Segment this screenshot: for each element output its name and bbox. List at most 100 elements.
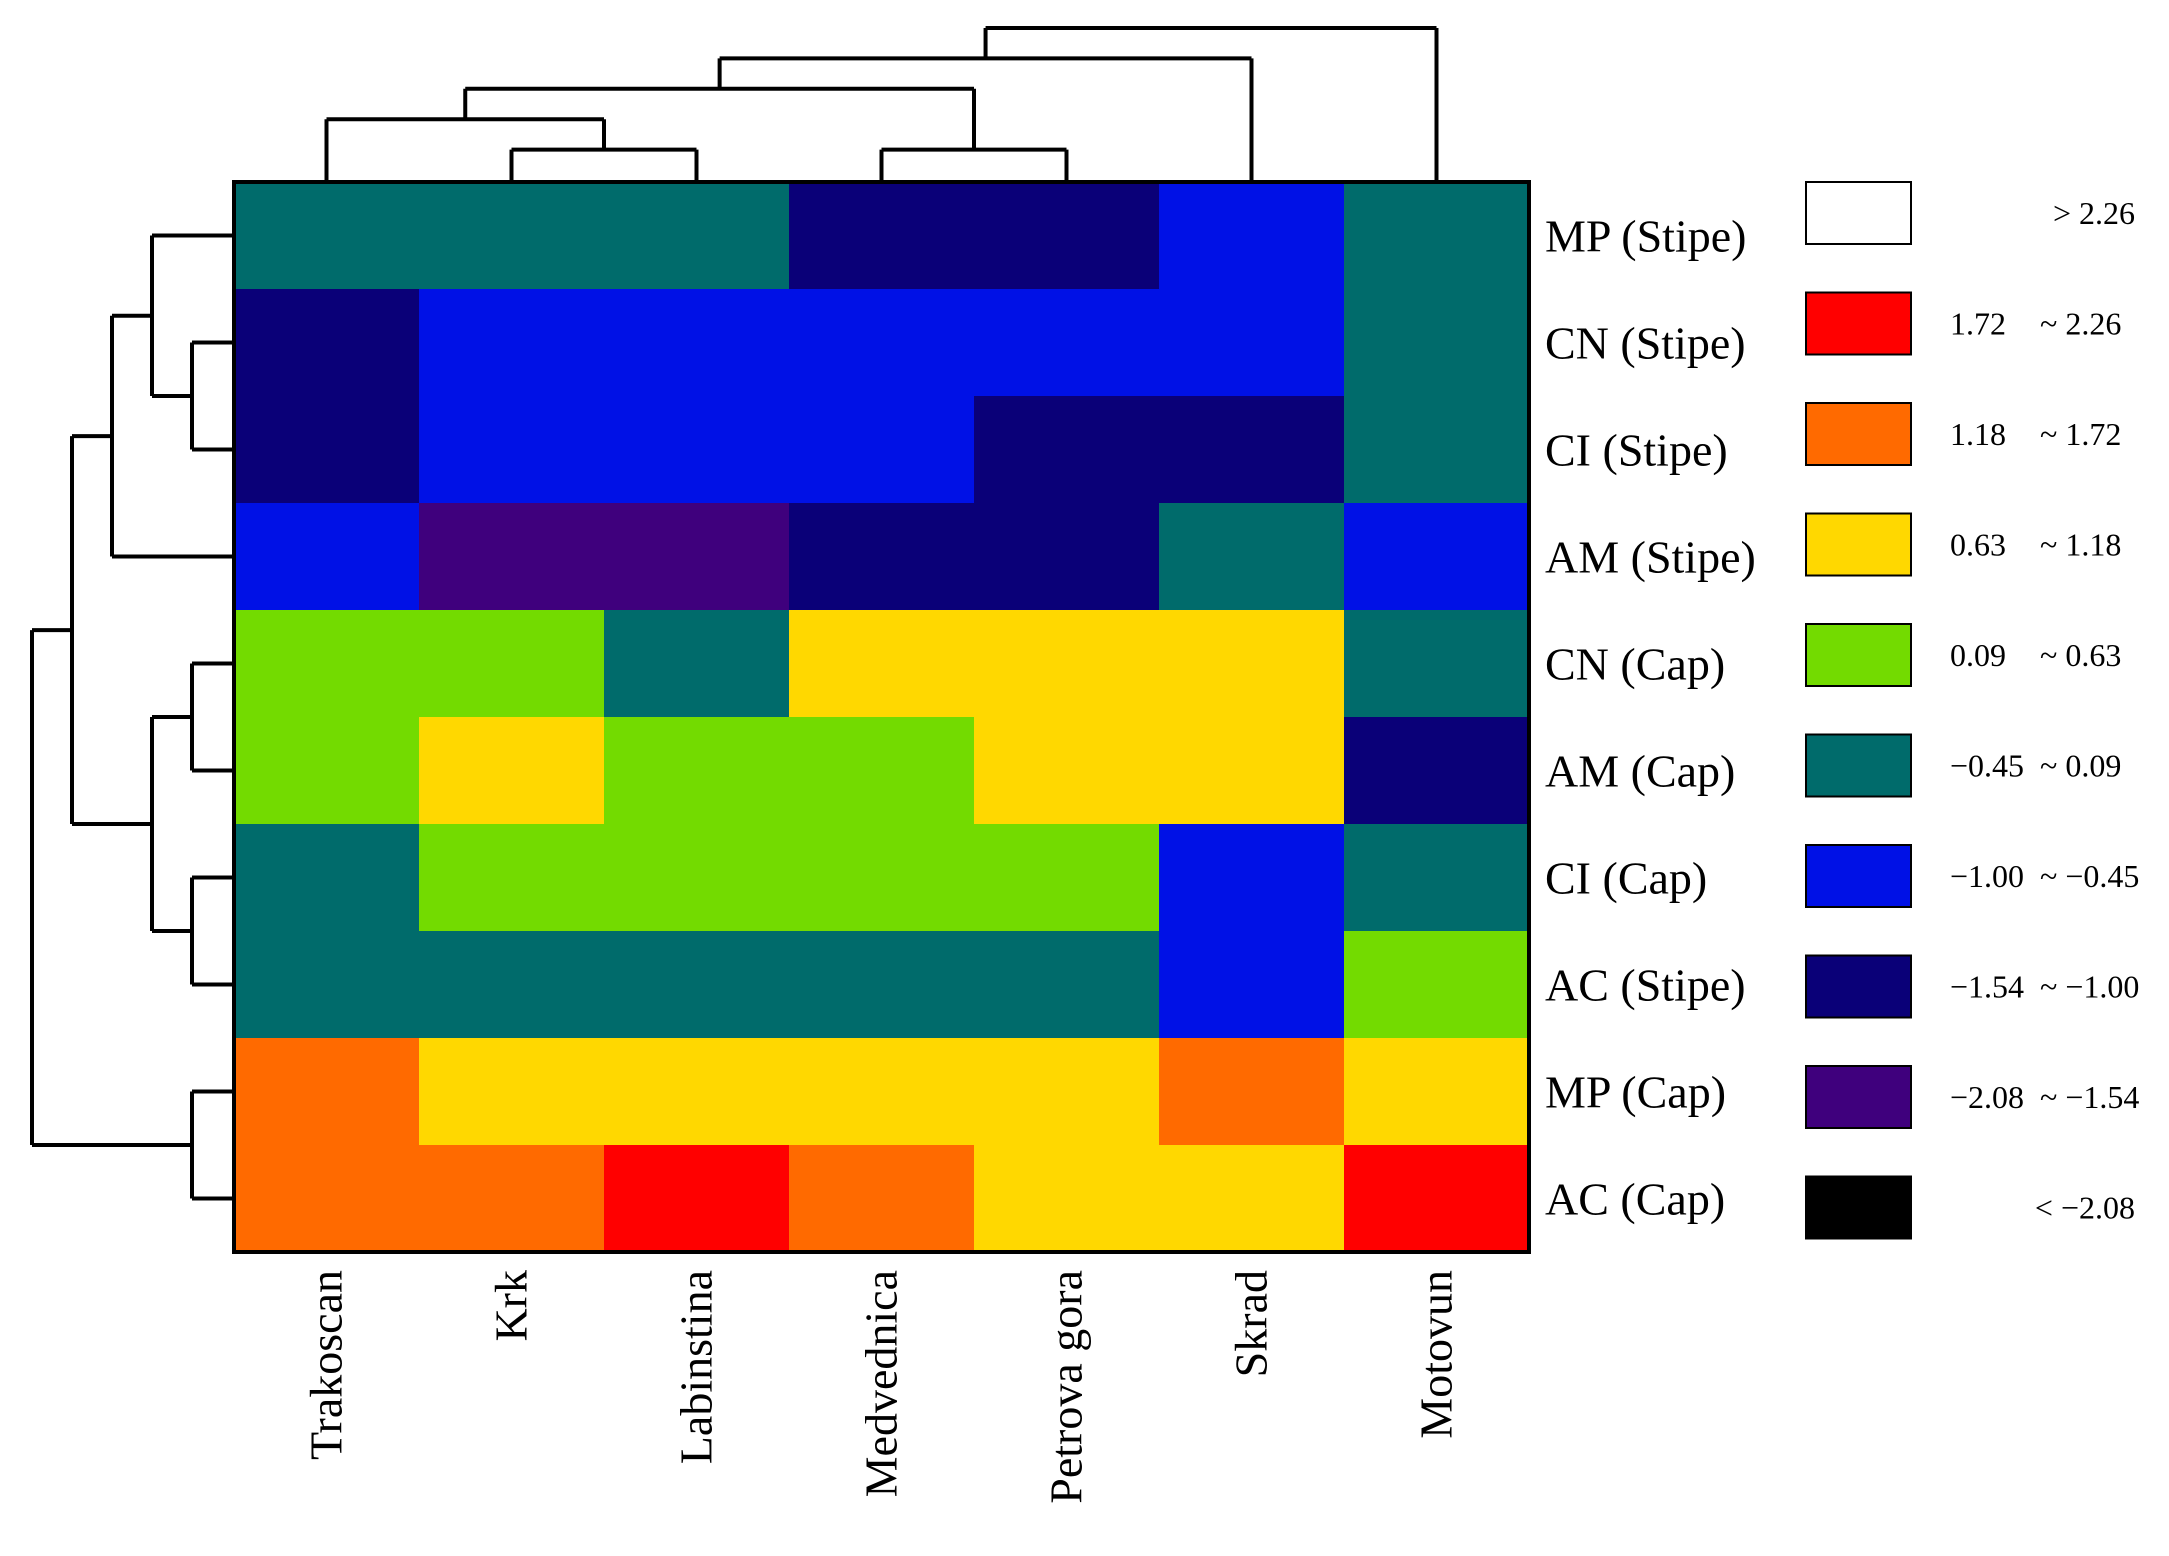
row-dendrogram-branch-4 xyxy=(190,661,232,773)
cell-mp-stipe-labinstina xyxy=(604,182,790,290)
cell-ac-cap-skrad xyxy=(1159,1145,1345,1253)
cell-mp-cap-skrad xyxy=(1159,1038,1345,1146)
cell-am-cap-krk xyxy=(419,717,605,825)
row-label-am-cap: AM (Cap) xyxy=(1545,746,1735,797)
cell-ac-cap-motovun xyxy=(1344,1145,1530,1253)
cell-ci-stipe-labinstina xyxy=(604,396,790,504)
column-dendrogram-branch-5 xyxy=(717,56,1254,180)
column-label-labinstina: Labinstina xyxy=(671,1270,722,1464)
legend-swatch-6 xyxy=(1805,733,1912,798)
legend-high-1: > 2.26 xyxy=(2053,195,2135,231)
legend-swatch-10 xyxy=(1805,1175,1912,1240)
cell-am-cap-skrad xyxy=(1159,717,1345,825)
cell-ac-stipe-labinstina xyxy=(604,931,790,1039)
cell-am-cap-labinstina xyxy=(604,717,790,825)
column-label-petrova-gora: Petrova gora xyxy=(1041,1270,1092,1504)
cell-ac-cap-trakoscan xyxy=(234,1145,420,1253)
row-labels: MP (Stipe) CN (Stipe) CI (Stipe) AM (Stipe)… xyxy=(1545,211,1756,1225)
legend-low-2: 1.72 xyxy=(1950,306,2006,342)
row-label-am-stipe: AM (Stipe) xyxy=(1545,532,1756,583)
legend-swatch-9 xyxy=(1805,1065,1912,1129)
cell-cn-stipe-trakoscan xyxy=(234,289,420,397)
cell-am-cap-medvednica xyxy=(789,717,975,825)
legend-low-3: 1.18 xyxy=(1950,416,2006,452)
cell-cn-stipe-petrova-gora xyxy=(974,289,1160,397)
cell-ci-cap-petrova-gora xyxy=(974,824,1160,932)
column-labels: Trakoscan Krk Labinstina Medvednica Petrova … xyxy=(301,1270,1462,1504)
cell-mp-stipe-trakoscan xyxy=(234,182,420,290)
legend-low-7: −1.00 xyxy=(1950,858,2024,894)
color-legend: > 2.26 1.72 ~ 2.26 1.18 ~ 1.72 0.63 ~ 1.18 0.09… xyxy=(1805,181,2139,1240)
cell-ac-cap-labinstina xyxy=(604,1145,790,1253)
row-dendrogram-branch-3 xyxy=(110,313,232,559)
cell-am-stipe-trakoscan xyxy=(234,503,420,611)
cell-mp-cap-trakoscan xyxy=(234,1038,420,1146)
cell-mp-cap-petrova-gora xyxy=(974,1038,1160,1146)
cell-ci-stipe-motovun xyxy=(1344,396,1530,504)
cell-ci-stipe-trakoscan xyxy=(234,396,420,504)
cell-ci-cap-skrad xyxy=(1159,824,1345,932)
legend-high-2: ~ 2.26 xyxy=(2040,306,2121,342)
cell-ci-cap-motovun xyxy=(1344,824,1530,932)
legend-high-7: ~ −0.45 xyxy=(2040,858,2139,894)
legend-swatch-5 xyxy=(1805,623,1912,687)
legend-swatch-2 xyxy=(1805,291,1912,356)
legend-swatch-1 xyxy=(1805,181,1912,245)
cell-ci-stipe-medvednica xyxy=(789,396,975,504)
legend-high-6: ~ 0.09 xyxy=(2040,748,2121,784)
cell-mp-cap-motovun xyxy=(1344,1038,1530,1146)
legend-high-10: < −2.08 xyxy=(2035,1190,2135,1226)
cell-ci-cap-medvednica xyxy=(789,824,975,932)
row-label-ac-cap: AC (Cap) xyxy=(1545,1174,1725,1225)
cell-ac-cap-krk xyxy=(419,1145,605,1253)
cell-ac-stipe-trakoscan xyxy=(234,931,420,1039)
column-dendrogram-branch-3 xyxy=(879,147,1069,180)
cell-am-cap-motovun xyxy=(1344,717,1530,825)
cell-ac-stipe-medvednica xyxy=(789,931,975,1039)
legend-low-9: −2.08 xyxy=(1950,1079,2024,1115)
cell-cn-cap-medvednica xyxy=(789,610,975,718)
cell-cn-cap-petrova-gora xyxy=(974,610,1160,718)
column-label-krk: Krk xyxy=(486,1270,537,1342)
cell-mp-cap-krk xyxy=(419,1038,605,1146)
cell-mp-stipe-petrova-gora xyxy=(974,182,1160,290)
cell-am-stipe-krk xyxy=(419,503,605,611)
cell-cn-stipe-motovun xyxy=(1344,289,1530,397)
legend-low-5: 0.09 xyxy=(1950,637,2006,673)
column-label-motovun: Motovun xyxy=(1411,1270,1462,1439)
row-dendrogram-branch-8 xyxy=(190,1089,232,1201)
row-dendrogram-branch-9 xyxy=(30,628,192,1147)
cell-am-cap-petrova-gora xyxy=(974,717,1160,825)
row-label-mp-cap: MP (Cap) xyxy=(1545,1067,1726,1118)
cell-ac-cap-petrova-gora xyxy=(974,1145,1160,1253)
cell-cn-cap-krk xyxy=(419,610,605,718)
column-dendrogram-branch-6 xyxy=(983,26,1439,180)
column-label-trakoscan: Trakoscan xyxy=(301,1270,352,1460)
cell-cn-cap-trakoscan xyxy=(234,610,420,718)
legend-high-4: ~ 1.18 xyxy=(2040,527,2121,563)
cell-cn-stipe-medvednica xyxy=(789,289,975,397)
row-label-mp-stipe: MP (Stipe) xyxy=(1545,211,1746,262)
row-label-ci-cap: CI (Cap) xyxy=(1545,853,1707,904)
heatmap-frame xyxy=(232,180,1531,1254)
cell-mp-cap-labinstina xyxy=(604,1038,790,1146)
cell-ci-cap-krk xyxy=(419,824,605,932)
row-dendrogram-branch-5 xyxy=(190,875,232,987)
row-label-cn-stipe: CN (Stipe) xyxy=(1545,318,1746,369)
cell-ci-stipe-skrad xyxy=(1159,396,1345,504)
cell-ac-stipe-motovun xyxy=(1344,931,1530,1039)
cell-am-stipe-skrad xyxy=(1159,503,1345,611)
cell-cn-cap-skrad xyxy=(1159,610,1345,718)
legend-high-8: ~ −1.00 xyxy=(2040,969,2139,1005)
cell-am-stipe-medvednica xyxy=(789,503,975,611)
cell-mp-stipe-krk xyxy=(419,182,605,290)
cell-am-stipe-labinstina xyxy=(604,503,790,611)
cell-cn-cap-labinstina xyxy=(604,610,790,718)
legend-low-8: −1.54 xyxy=(1950,969,2024,1005)
column-dendrogram-branch-1 xyxy=(509,147,699,180)
cell-ci-cap-labinstina xyxy=(604,824,790,932)
cell-mp-stipe-motovun xyxy=(1344,182,1530,290)
cell-ac-stipe-krk xyxy=(419,931,605,1039)
